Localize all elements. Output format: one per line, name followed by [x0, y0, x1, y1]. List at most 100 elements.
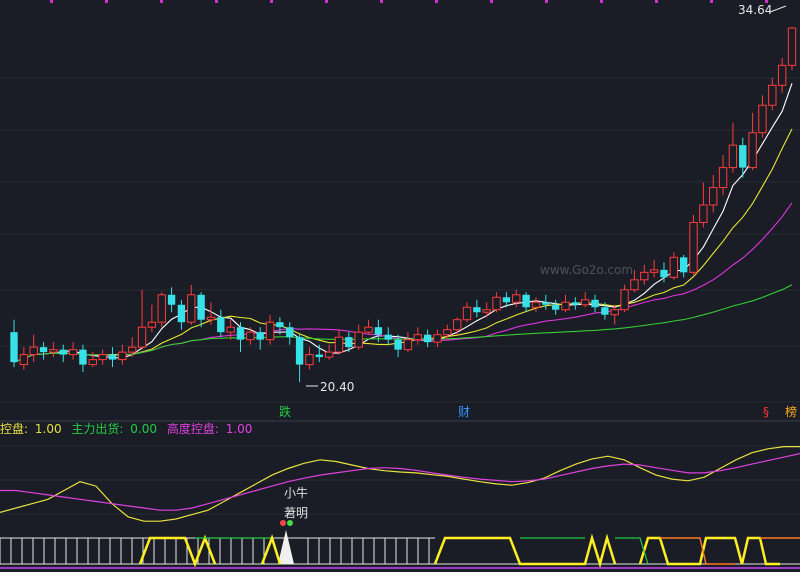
- band-orange-wave: [660, 537, 800, 565]
- candle-body: [571, 302, 580, 305]
- event-marker-section[interactable]: §: [763, 405, 769, 419]
- top-tick: [105, 0, 108, 3]
- indicator-line: [0, 446, 800, 522]
- candle-body: [443, 329, 452, 336]
- event-marker-finance[interactable]: 财: [458, 405, 470, 419]
- low-price-label: 20.40: [320, 380, 354, 394]
- band-frame: [0, 538, 800, 564]
- candle-body: [630, 279, 639, 291]
- candle-body: [649, 269, 659, 273]
- indicator-legend: 控盘: 1.00 主力出货: 0.00 高度控盘: 1.00: [0, 421, 252, 436]
- candle-body: [374, 327, 383, 335]
- candle-body: [709, 187, 718, 206]
- candle-body: [345, 337, 353, 348]
- top-tick: [50, 0, 53, 3]
- candle-body: [551, 304, 560, 310]
- candle-body: [758, 104, 767, 134]
- indicator-annotations: 小牛 莙明: [280, 485, 308, 526]
- annotation-junming: 莙明: [284, 506, 308, 520]
- candle-body: [147, 321, 157, 328]
- signal-band: [0, 530, 800, 569]
- candle-body: [580, 299, 590, 306]
- candle-body: [305, 354, 314, 366]
- candle-body: [79, 349, 87, 365]
- top-tick: [270, 0, 273, 3]
- candle-body: [718, 167, 728, 189]
- top-tick: [545, 0, 548, 3]
- signal-dot-green: [287, 520, 293, 526]
- candle-body: [768, 84, 777, 106]
- top-tick: [380, 0, 383, 3]
- candle-body: [522, 294, 530, 308]
- candle-body: [68, 349, 78, 356]
- band-green-wave: [195, 537, 649, 565]
- candle-body: [276, 322, 284, 328]
- indicator-line: [0, 453, 800, 511]
- top-tick: [160, 0, 163, 3]
- candle-body: [137, 326, 147, 348]
- event-marker-fall[interactable]: 跌: [279, 404, 291, 419]
- candle-body: [286, 327, 294, 338]
- candle-body: [423, 334, 432, 343]
- candle-body: [236, 327, 245, 340]
- candle-body: [433, 334, 442, 343]
- candle-body: [29, 346, 38, 356]
- top-tick: [765, 0, 768, 3]
- band-spike: [278, 530, 294, 564]
- candle-body: [591, 299, 599, 308]
- candle-body: [10, 332, 18, 363]
- candle-body: [256, 332, 264, 340]
- candle-body: [295, 337, 304, 365]
- candle-body: [748, 132, 757, 169]
- candle-body: [315, 354, 323, 358]
- candle-body: [127, 346, 137, 353]
- candle-body: [324, 351, 334, 358]
- candle-body: [561, 301, 570, 311]
- candle-body: [502, 297, 511, 303]
- candle-body: [669, 256, 679, 278]
- candle-body: [187, 294, 196, 323]
- candle-body: [679, 257, 688, 273]
- indicator-lines: [0, 446, 800, 522]
- candle-body: [620, 289, 629, 311]
- high-price-marker: 34.64: [738, 3, 787, 17]
- ma-line: [13, 128, 793, 363]
- candle-body: [699, 204, 708, 223]
- band-yellow-wave: [138, 533, 780, 569]
- candle-body: [108, 354, 117, 360]
- candle-body: [531, 301, 541, 308]
- candle-body: [739, 145, 747, 168]
- low-price-marker: 20.40: [306, 380, 354, 394]
- candle-body: [118, 351, 127, 361]
- candle-body: [364, 326, 373, 333]
- candlestick-series: [10, 26, 797, 383]
- candle-body: [49, 349, 58, 353]
- top-tick: [325, 0, 328, 3]
- high-price-arrow: [769, 5, 787, 13]
- candle-body: [206, 316, 216, 321]
- signal-dot-red: [280, 520, 286, 526]
- top-tick: [710, 0, 713, 3]
- candle-body: [88, 359, 97, 366]
- candle-body: [601, 307, 609, 315]
- candle-body: [167, 294, 176, 305]
- candle-body: [689, 221, 698, 273]
- candle-body: [610, 309, 619, 316]
- candle-body: [413, 334, 422, 341]
- candle-body: [98, 354, 107, 361]
- ma-line: [13, 284, 793, 363]
- candle-body: [197, 294, 205, 320]
- candle-body: [462, 306, 472, 321]
- event-markers: 跌 财 § 榜: [279, 404, 797, 419]
- ma-line: [13, 202, 793, 363]
- candle-body: [265, 321, 275, 341]
- candle-body: [542, 302, 550, 305]
- candle-body: [728, 144, 738, 169]
- high-price-label: 34.64: [738, 3, 772, 17]
- candle-body: [787, 27, 797, 66]
- candle-body: [394, 339, 402, 350]
- event-marker-rank[interactable]: 榜: [785, 404, 797, 419]
- watermark: www.Go2o.com: [540, 263, 633, 277]
- candle-body: [226, 326, 235, 333]
